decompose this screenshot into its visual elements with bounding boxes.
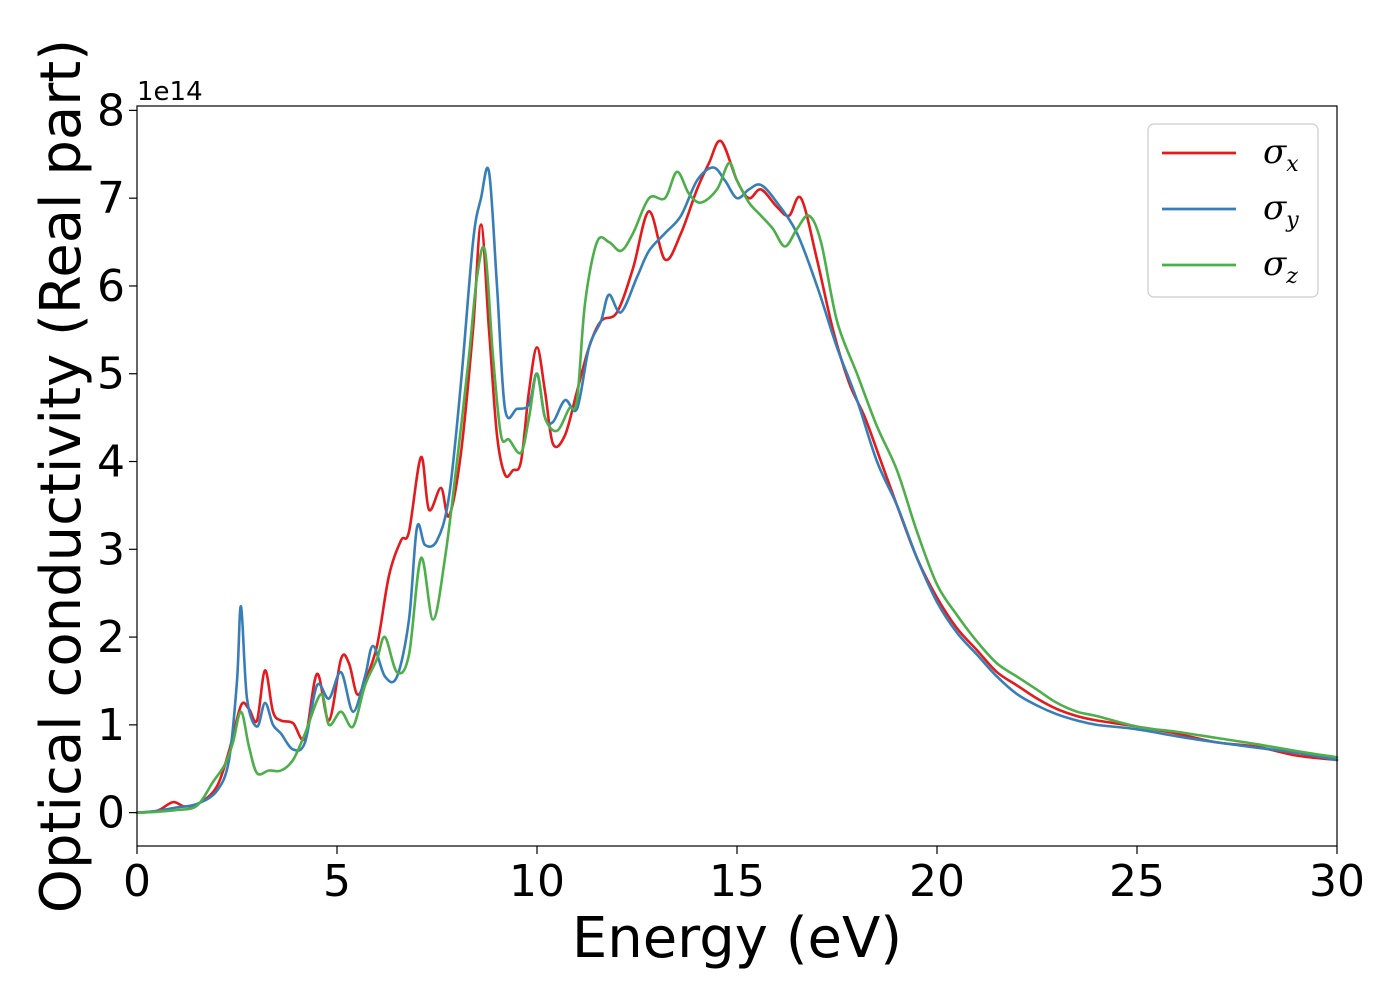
series-line-z	[135, 161, 1339, 814]
x-tick-label: 30	[1309, 856, 1365, 907]
y-axis: 0 1 2 3 4 5 6 7 8	[97, 85, 137, 839]
legend-frame	[1147, 123, 1319, 298]
y-tick-label: 8	[97, 85, 125, 136]
x-axis-label: Energy (eV)	[572, 906, 902, 971]
plot-background	[137, 106, 1337, 846]
x-tick-label: 10	[509, 856, 565, 907]
x-tick-label: 5	[323, 856, 351, 907]
x-tick-label: 0	[123, 856, 151, 907]
series-line-y	[135, 166, 1339, 814]
y-tick-label: 0	[97, 788, 125, 839]
legend-label-x: σx	[1263, 132, 1299, 177]
y-tick-label: 6	[97, 261, 125, 312]
y-axis-label: Optical conductivity (Real part)	[29, 39, 94, 913]
x-axis: 0 5 10 15 20 25 30	[123, 846, 1365, 907]
legend-label-y: σy	[1263, 188, 1299, 233]
y-tick-label: 4	[97, 437, 125, 488]
y-tick-label: 3	[97, 524, 125, 575]
legend: σx σy σz	[1147, 123, 1319, 298]
y-tick-label: 7	[97, 173, 125, 224]
series-layer	[135, 139, 1339, 814]
y-offset-label: 1e14	[137, 77, 203, 107]
y-tick-label: 5	[97, 349, 125, 400]
x-tick-label: 25	[1109, 856, 1165, 907]
x-tick-label: 15	[709, 856, 765, 907]
y-tick-label: 2	[97, 612, 125, 663]
x-tick-label: 20	[909, 856, 965, 907]
legend-label-z: σz	[1263, 244, 1298, 289]
y-tick-label: 1	[97, 700, 125, 751]
